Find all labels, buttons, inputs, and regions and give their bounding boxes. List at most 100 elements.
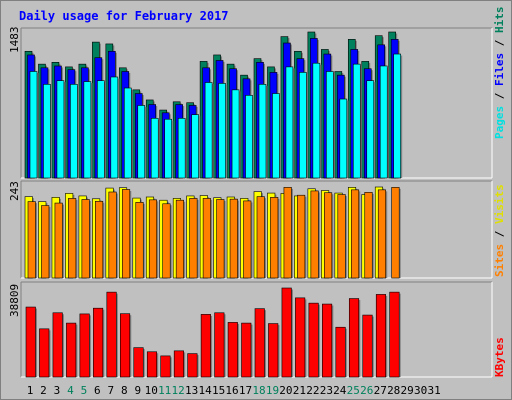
kbytes-bar-day-17 bbox=[241, 322, 252, 378]
legend-sep-1: / bbox=[493, 86, 506, 106]
x-axis-labels: 1 2 3 4 5 6 7 8 9 10 11 12 13 14 15 16 17 18 19 20 21 22 23 24 2… bbox=[27, 384, 441, 397]
x-label-day-14: 14 bbox=[198, 384, 212, 397]
x-label-day-6: 6 bbox=[94, 384, 101, 397]
x-label-day-30: 30 bbox=[414, 384, 427, 397]
x-label-day-28: 28 bbox=[387, 384, 400, 397]
sites-bar-day-20 bbox=[283, 187, 292, 279]
kbytes-bar-day-24 bbox=[335, 326, 346, 378]
sites-bar-day-26 bbox=[364, 192, 373, 279]
pages-bar-day-2 bbox=[43, 84, 51, 179]
legend-sites: Sites bbox=[493, 244, 506, 277]
legend-files: Files bbox=[493, 53, 506, 86]
legend-sites-visits: Sites / Visits bbox=[493, 184, 506, 277]
kbytes-bar-day-27 bbox=[375, 294, 387, 378]
pages-bar-day-1 bbox=[29, 71, 38, 179]
kbytes-bar-day-12 bbox=[173, 350, 184, 378]
x-label-day-26: 26 bbox=[360, 384, 373, 397]
sites-bar-day-16 bbox=[229, 198, 238, 279]
pages-bar-day-16 bbox=[231, 89, 240, 179]
kbytes-bar-day-11 bbox=[160, 355, 171, 378]
kbytes-max-label: 38809 bbox=[8, 284, 21, 317]
pages-bar-day-6 bbox=[97, 80, 105, 179]
pages-bar-day-24 bbox=[339, 98, 348, 179]
kbytes-bar-day-22 bbox=[308, 302, 319, 378]
chart-title: Daily usage for February 2017 bbox=[19, 9, 229, 23]
sites-bar-day-7 bbox=[108, 191, 117, 279]
x-label-day-18: 18 bbox=[252, 384, 265, 397]
x-label-day-3: 3 bbox=[54, 384, 61, 397]
x-label-day-29: 29 bbox=[401, 384, 414, 397]
pages-bar-day-26 bbox=[366, 80, 375, 179]
x-label-day-10: 10 bbox=[145, 384, 158, 397]
bars-layer bbox=[24, 31, 403, 378]
x-label-day-5: 5 bbox=[81, 384, 88, 397]
legend-hits: Hits bbox=[493, 7, 506, 34]
sites-bar-day-19 bbox=[270, 197, 279, 279]
x-label-day-23: 23 bbox=[320, 384, 333, 397]
sites-bar-day-4 bbox=[68, 198, 77, 279]
kbytes-bar-day-10 bbox=[146, 351, 158, 378]
kbytes-bar-day-14 bbox=[200, 314, 211, 378]
legend-kbytes: KBytes bbox=[493, 337, 506, 377]
sites-bar-day-9 bbox=[135, 202, 144, 279]
sites-bar-day-1 bbox=[27, 201, 36, 279]
legend-sep-3: / bbox=[493, 224, 506, 244]
pages-bar-day-11 bbox=[164, 118, 172, 179]
x-label-day-22: 22 bbox=[306, 384, 319, 397]
pages-bar-day-3 bbox=[56, 80, 65, 179]
x-label-day-4: 4 bbox=[67, 384, 74, 397]
kbytes-bar-day-9 bbox=[133, 347, 144, 378]
x-label-day-31: 31 bbox=[427, 384, 440, 397]
kbytes-bar-day-20 bbox=[281, 287, 292, 378]
sites-bar-day-21 bbox=[297, 194, 306, 279]
legend-pages: Pages bbox=[493, 106, 506, 139]
kbytes-bar-day-18 bbox=[254, 308, 265, 378]
sites-bar-day-2 bbox=[41, 205, 50, 279]
sites-bar-day-18 bbox=[256, 196, 265, 279]
sites-bar-day-27 bbox=[377, 189, 387, 279]
x-label-day-7: 7 bbox=[108, 384, 115, 397]
sites-bar-day-12 bbox=[175, 199, 184, 279]
pages-bar-day-8 bbox=[123, 87, 132, 179]
pages-bar-day-9 bbox=[137, 105, 146, 179]
pages-bar-day-12 bbox=[177, 118, 186, 179]
x-label-day-15: 15 bbox=[212, 384, 225, 397]
x-label-day-12: 12 bbox=[172, 384, 185, 397]
legend-visits: Visits bbox=[493, 184, 506, 224]
x-label-day-17: 17 bbox=[239, 384, 252, 397]
kbytes-bar-day-19 bbox=[268, 323, 279, 378]
sites-bar-day-28 bbox=[391, 187, 400, 279]
kbytes-bar-day-4 bbox=[66, 322, 77, 378]
sites-bar-day-3 bbox=[54, 202, 63, 279]
sites-bar-day-17 bbox=[243, 200, 252, 279]
sites-bar-day-8 bbox=[121, 189, 131, 279]
x-label-day-11: 11 bbox=[158, 384, 171, 397]
kbytes-bar-day-25 bbox=[348, 298, 360, 378]
x-label-day-1: 1 bbox=[27, 384, 34, 397]
pages-bar-day-27 bbox=[379, 65, 388, 179]
x-label-day-13: 13 bbox=[185, 384, 198, 397]
x-label-day-8: 8 bbox=[121, 384, 128, 397]
kbytes-bar-day-23 bbox=[322, 303, 333, 378]
x-label-day-21: 21 bbox=[293, 384, 306, 397]
pages-bar-day-7 bbox=[110, 76, 119, 179]
pages-bar-day-22 bbox=[312, 62, 321, 179]
sites-bar-day-11 bbox=[162, 203, 171, 279]
x-label-day-9: 9 bbox=[134, 384, 141, 397]
pages-bar-day-15 bbox=[218, 83, 226, 179]
sites-bar-day-24 bbox=[337, 194, 346, 279]
x-label-day-25: 25 bbox=[347, 384, 360, 397]
sites-bar-day-6 bbox=[95, 200, 104, 279]
pages-bar-day-23 bbox=[326, 71, 334, 179]
kbytes-bar-day-26 bbox=[362, 314, 373, 378]
kbytes-bar-day-6 bbox=[93, 307, 104, 378]
kbytes-bar-day-8 bbox=[119, 313, 131, 378]
x-label-day-24: 24 bbox=[333, 384, 347, 397]
sites-bar-day-15 bbox=[216, 199, 225, 279]
x-label-day-27: 27 bbox=[374, 384, 387, 397]
kbytes-bar-day-16 bbox=[227, 322, 238, 378]
sites-bar-day-14 bbox=[202, 198, 211, 279]
pages-bar-day-18 bbox=[258, 84, 267, 179]
